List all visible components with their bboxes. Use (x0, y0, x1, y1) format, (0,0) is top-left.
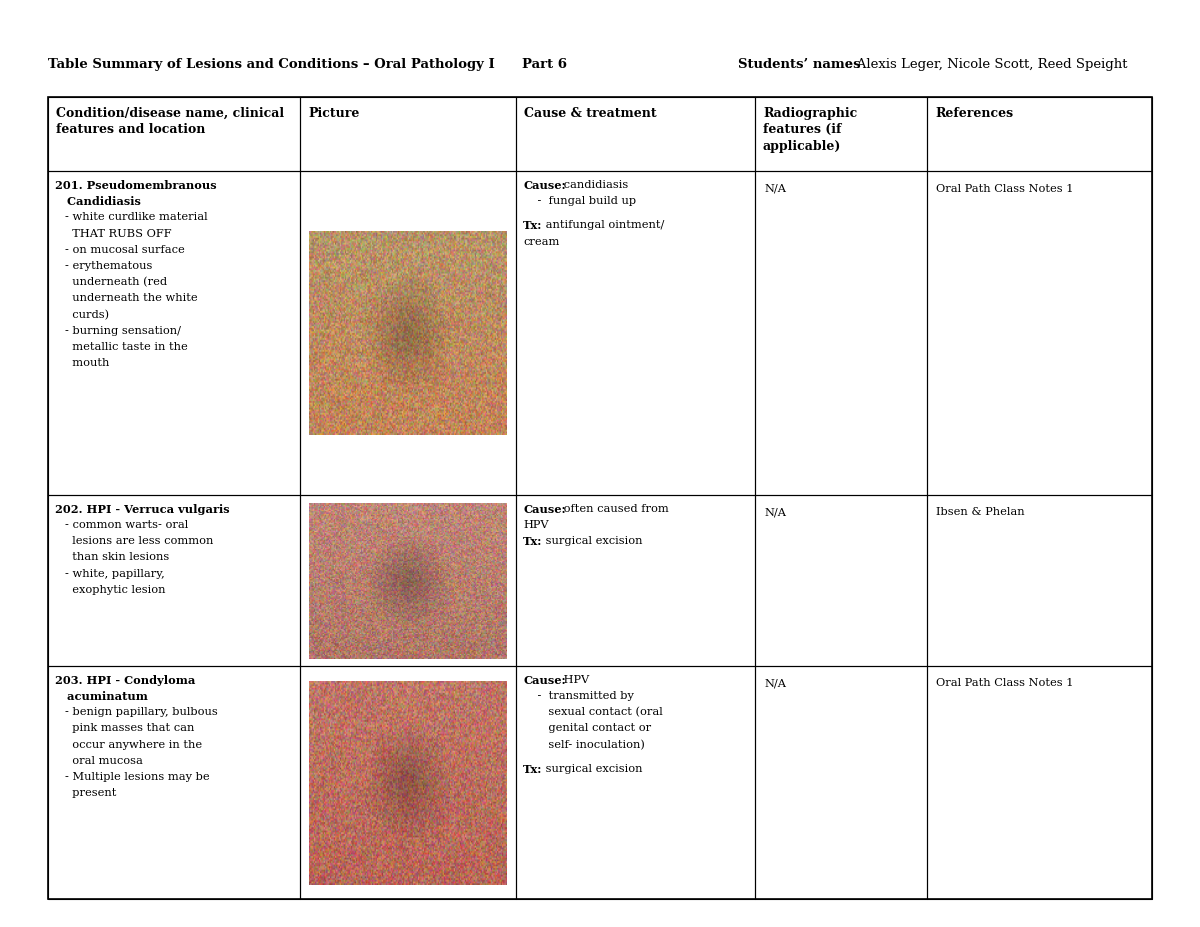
Text: - erythematous: - erythematous (65, 260, 152, 271)
Text: occur anywhere in the: occur anywhere in the (65, 740, 202, 750)
Text: exophytic lesion: exophytic lesion (65, 585, 166, 595)
Bar (755, 171, 926, 495)
Text: metallic taste in the: metallic taste in the (65, 342, 187, 352)
Text: underneath (red: underneath (red (65, 277, 167, 287)
Bar (755, 495, 926, 667)
Text: HPV: HPV (560, 675, 589, 685)
Text: - burning sensation/: - burning sensation/ (65, 325, 181, 336)
Text: self- inoculation): self- inoculation) (523, 740, 646, 750)
Text: Students’ names: Students’ names (738, 58, 860, 71)
Text: - common warts- oral: - common warts- oral (65, 520, 188, 530)
Text: Cause & treatment: Cause & treatment (524, 107, 658, 120)
Text: surgical excision: surgical excision (542, 536, 642, 546)
Text: often caused from: often caused from (560, 503, 670, 514)
Text: Oral Path Class Notes 1: Oral Path Class Notes 1 (936, 679, 1074, 689)
Text: oral mucosa: oral mucosa (65, 756, 143, 766)
Bar (516, 171, 755, 495)
Text: than skin lesions: than skin lesions (65, 552, 169, 563)
Text: Tx:: Tx: (523, 221, 542, 232)
Text: Condition/disease name, clinical
features and location: Condition/disease name, clinical feature… (56, 107, 284, 136)
Text: 202. HPI - Verruca vulgaris: 202. HPI - Verruca vulgaris (55, 503, 230, 514)
Text: -  fungal build up: - fungal build up (523, 197, 636, 206)
Text: Picture: Picture (308, 107, 360, 120)
Text: THAT RUBS OFF: THAT RUBS OFF (65, 228, 172, 238)
Text: Cause:: Cause: (523, 180, 566, 191)
Text: Tx:: Tx: (523, 764, 542, 775)
Text: Cause:: Cause: (523, 503, 566, 514)
Bar (300, 667, 516, 899)
Text: sexual contact (oral: sexual contact (oral (523, 707, 664, 717)
Bar (300, 97, 516, 171)
Text: mouth: mouth (65, 358, 109, 368)
Text: - Multiple lesions may be: - Multiple lesions may be (65, 772, 210, 782)
Text: cream: cream (523, 236, 559, 247)
Text: present: present (65, 788, 116, 798)
Text: surgical excision: surgical excision (542, 764, 642, 774)
Text: candidiasis: candidiasis (560, 180, 629, 190)
Bar (48, 171, 300, 495)
Text: HPV: HPV (523, 520, 548, 530)
Bar (755, 667, 926, 899)
Text: Ibsen & Phelan: Ibsen & Phelan (936, 507, 1025, 517)
Text: : Alexis Leger, Nicole Scott, Reed Speight: : Alexis Leger, Nicole Scott, Reed Speig… (848, 58, 1128, 71)
Bar (926, 97, 1152, 171)
Bar (300, 495, 516, 667)
Bar (516, 97, 755, 171)
Text: - benign papillary, bulbous: - benign papillary, bulbous (65, 707, 217, 717)
Bar (926, 667, 1152, 899)
Text: curds): curds) (65, 310, 109, 320)
Text: pink masses that can: pink masses that can (65, 723, 194, 733)
Bar (300, 171, 516, 495)
Text: acuminatum: acuminatum (55, 691, 148, 702)
Text: - on mucosal surface: - on mucosal surface (65, 245, 185, 255)
Text: Cause:: Cause: (523, 675, 566, 686)
Bar (48, 97, 300, 171)
Text: antifungal ointment/: antifungal ointment/ (542, 221, 665, 231)
Text: Radiographic
features (if
applicable): Radiographic features (if applicable) (763, 107, 857, 153)
Text: - white curdlike material: - white curdlike material (65, 212, 208, 222)
Text: Oral Path Class Notes 1: Oral Path Class Notes 1 (936, 184, 1074, 194)
Bar (755, 97, 926, 171)
Bar (926, 495, 1152, 667)
Text: - white, papillary,: - white, papillary, (65, 568, 164, 578)
Text: N/A: N/A (764, 679, 786, 689)
Bar (48, 97, 1152, 899)
Text: -  transmitted by: - transmitted by (523, 691, 634, 701)
Text: lesions are less common: lesions are less common (65, 536, 214, 546)
Bar (516, 495, 755, 667)
Text: Tx:: Tx: (523, 536, 542, 547)
Text: underneath the white: underneath the white (65, 293, 198, 303)
Text: 201. Pseudomembranous: 201. Pseudomembranous (55, 180, 217, 191)
Bar (48, 667, 300, 899)
Bar (48, 495, 300, 667)
Text: Candidiasis: Candidiasis (55, 197, 142, 207)
Text: N/A: N/A (764, 184, 786, 194)
Text: Part 6: Part 6 (522, 58, 568, 71)
Text: References: References (935, 107, 1013, 120)
Text: genital contact or: genital contact or (523, 723, 652, 733)
Text: N/A: N/A (764, 507, 786, 517)
Text: 203. HPI - Condyloma: 203. HPI - Condyloma (55, 675, 196, 686)
Bar (926, 171, 1152, 495)
Bar (516, 667, 755, 899)
Text: Table Summary of Lesions and Conditions – Oral Pathology I: Table Summary of Lesions and Conditions … (48, 58, 494, 71)
